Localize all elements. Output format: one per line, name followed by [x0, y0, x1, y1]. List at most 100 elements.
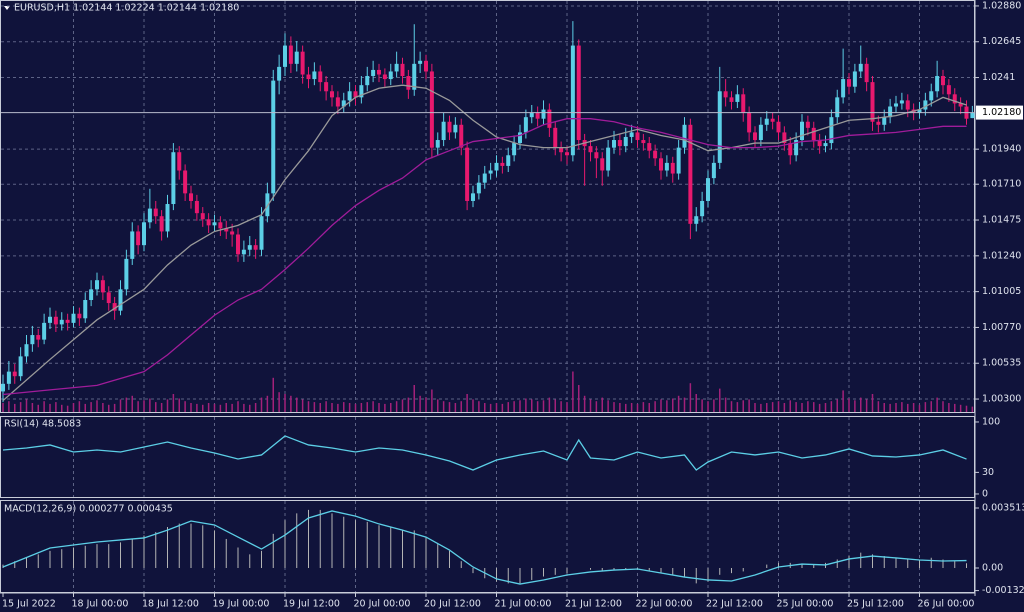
- candle-body: [142, 222, 146, 246]
- volume-bar: [378, 403, 380, 412]
- candle-body: [183, 170, 188, 194]
- volume-bar: [278, 392, 280, 412]
- candle-body: [899, 100, 904, 104]
- volume-bar: [660, 399, 662, 412]
- y-tick-label: 100: [982, 416, 1000, 427]
- volume-bar: [666, 400, 668, 412]
- volume-bar: [213, 403, 216, 412]
- candle-body: [823, 143, 828, 147]
- volume-bar: [513, 401, 515, 412]
- candle-body: [259, 216, 264, 250]
- candle-body: [6, 371, 11, 384]
- candle-body: [512, 143, 517, 156]
- candle-body: [130, 231, 135, 259]
- volume-bar: [707, 401, 709, 412]
- candle-body: [388, 71, 393, 80]
- volume-bar: [66, 405, 69, 412]
- volume-bar: [836, 399, 838, 412]
- volume-bar: [260, 397, 263, 412]
- candle-body: [700, 200, 705, 217]
- candle-body: [194, 200, 199, 214]
- volume-bar: [237, 401, 239, 412]
- candle-body: [83, 300, 88, 319]
- candle-body: [864, 63, 869, 83]
- candle-body: [612, 140, 616, 148]
- volume-bar: [648, 403, 650, 412]
- volume-bar: [895, 403, 897, 412]
- x-tick-label: 20 Jul 12:00: [424, 599, 481, 610]
- volume-bar: [466, 394, 468, 412]
- candle-body: [476, 182, 481, 194]
- candle-body: [858, 63, 863, 72]
- candle-body: [541, 109, 546, 119]
- candle-body: [112, 303, 117, 311]
- candle-body: [547, 109, 552, 128]
- volume-bar: [736, 402, 739, 412]
- current-price-box: [976, 105, 1023, 120]
- chart-title: EURUSD,H1 1.02144 1.02224 1.02144 1.0218…: [14, 3, 239, 14]
- volume-bar: [390, 403, 392, 412]
- candle-body: [65, 319, 70, 323]
- volume-bar: [19, 402, 22, 412]
- volume-bar: [525, 398, 527, 412]
- volume-bar: [442, 401, 445, 412]
- volume-bar: [501, 403, 504, 412]
- volume-bar: [971, 406, 974, 412]
- candle-body: [817, 140, 822, 147]
- candle-body: [36, 335, 41, 340]
- volume-bar: [801, 403, 803, 412]
- candle-body: [283, 45, 287, 67]
- volume-bar: [630, 403, 633, 412]
- volume-bar: [871, 394, 874, 412]
- candle-body: [935, 76, 940, 92]
- candle-body: [488, 170, 493, 174]
- candle-body: [212, 222, 217, 226]
- candle-body: [77, 313, 82, 319]
- x-tick-label: 20 Jul 00:00: [354, 599, 411, 610]
- candle-body: [606, 147, 611, 171]
- candle-body: [365, 76, 370, 86]
- volume-bar: [566, 402, 568, 412]
- volume-bar: [231, 403, 233, 412]
- candle-body: [535, 112, 540, 119]
- volume-bar: [883, 403, 885, 412]
- indicator-line: [2, 435, 967, 471]
- volume-bar: [202, 404, 204, 412]
- volume-bar: [830, 401, 833, 412]
- candle-body: [400, 63, 405, 77]
- volume-bar: [395, 401, 398, 412]
- candle-body: [300, 51, 305, 75]
- volume-bar: [2, 403, 4, 412]
- volume-bar: [730, 401, 733, 412]
- candle-body: [723, 91, 728, 98]
- volume-bar: [25, 399, 28, 412]
- volume-bar: [113, 403, 116, 412]
- candle-body: [600, 158, 605, 171]
- volume-bar: [613, 402, 615, 412]
- candle-body: [735, 94, 740, 102]
- candle-body: [635, 132, 640, 141]
- candle-body: [100, 280, 105, 293]
- volume-bar: [108, 404, 110, 412]
- volume-bar: [907, 403, 909, 412]
- y-tick-label: 1.01940: [982, 144, 1021, 155]
- volume-bar: [760, 403, 762, 412]
- candle-body: [682, 124, 687, 148]
- candle-body: [905, 100, 910, 110]
- candle-body: [852, 71, 857, 87]
- volume-bar: [478, 401, 480, 412]
- x-tick-label: 19 Jul 12:00: [283, 599, 340, 610]
- candle-body: [952, 94, 957, 104]
- candle-body: [888, 106, 893, 118]
- candle-body: [347, 91, 352, 101]
- candle-body: [224, 228, 229, 232]
- indicator-title: MACD(12,26,9) 0.000277 0.000435: [4, 504, 173, 515]
- candle-body: [330, 91, 334, 98]
- menu-icon[interactable]: [4, 6, 10, 10]
- volume-bar: [572, 371, 574, 412]
- volume-bar: [777, 401, 780, 412]
- candle-body: [136, 231, 141, 246]
- volume-bar: [419, 395, 421, 412]
- volume-bar: [936, 397, 938, 412]
